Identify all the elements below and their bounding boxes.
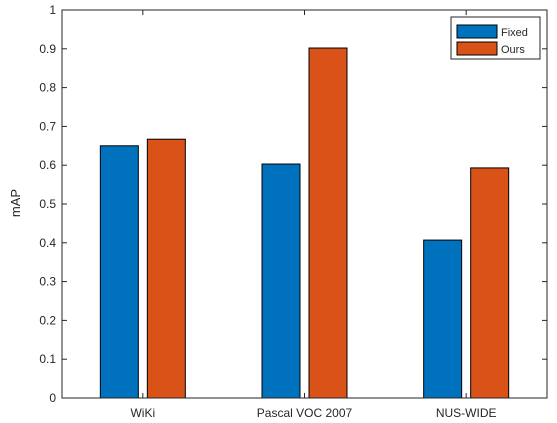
bar-fixed-0 bbox=[99, 145, 139, 399]
x-tick-label: WiKi bbox=[130, 406, 155, 420]
y-tick-label: 0 bbox=[49, 391, 56, 405]
y-tick-label: 0.6 bbox=[39, 158, 56, 172]
plot-area: WiKi Pascal VOC 2007 NUS-WIDE 0 0.1 0.2 0.3 0.4… bbox=[39, 3, 548, 420]
legend-swatch-fixed bbox=[456, 24, 498, 39]
y-tick-label: 0.8 bbox=[39, 81, 56, 95]
legend-label-fixed: Fixed bbox=[501, 27, 528, 39]
y-tick-label: 0.4 bbox=[39, 236, 56, 250]
y-tick-label: 0.2 bbox=[39, 313, 56, 327]
x-tick-label: Pascal VOC 2007 bbox=[257, 406, 353, 420]
bar-ours-0 bbox=[146, 138, 186, 399]
plot-background bbox=[62, 10, 547, 398]
y-tick-label: 0.7 bbox=[39, 119, 56, 133]
y-tick-label: 0.3 bbox=[39, 275, 56, 289]
y-tick-label: 0.1 bbox=[39, 352, 56, 366]
bar-ours-1 bbox=[308, 47, 348, 399]
bar-fixed-1 bbox=[261, 163, 301, 399]
y-axis-title: mAP bbox=[8, 189, 23, 217]
y-tick-label: 1 bbox=[49, 3, 56, 17]
y-tick-label: 0.9 bbox=[39, 42, 56, 56]
x-tick-label: NUS-WIDE bbox=[436, 406, 497, 420]
legend-label-ours: Ours bbox=[501, 44, 525, 56]
y-tick-label: 0.5 bbox=[39, 197, 56, 211]
legend: Fixed Ours bbox=[450, 16, 541, 60]
bar-ours-2 bbox=[470, 167, 510, 399]
bar-fixed-2 bbox=[423, 239, 463, 399]
plot-frame bbox=[61, 9, 548, 399]
legend-swatch-ours bbox=[456, 41, 498, 56]
